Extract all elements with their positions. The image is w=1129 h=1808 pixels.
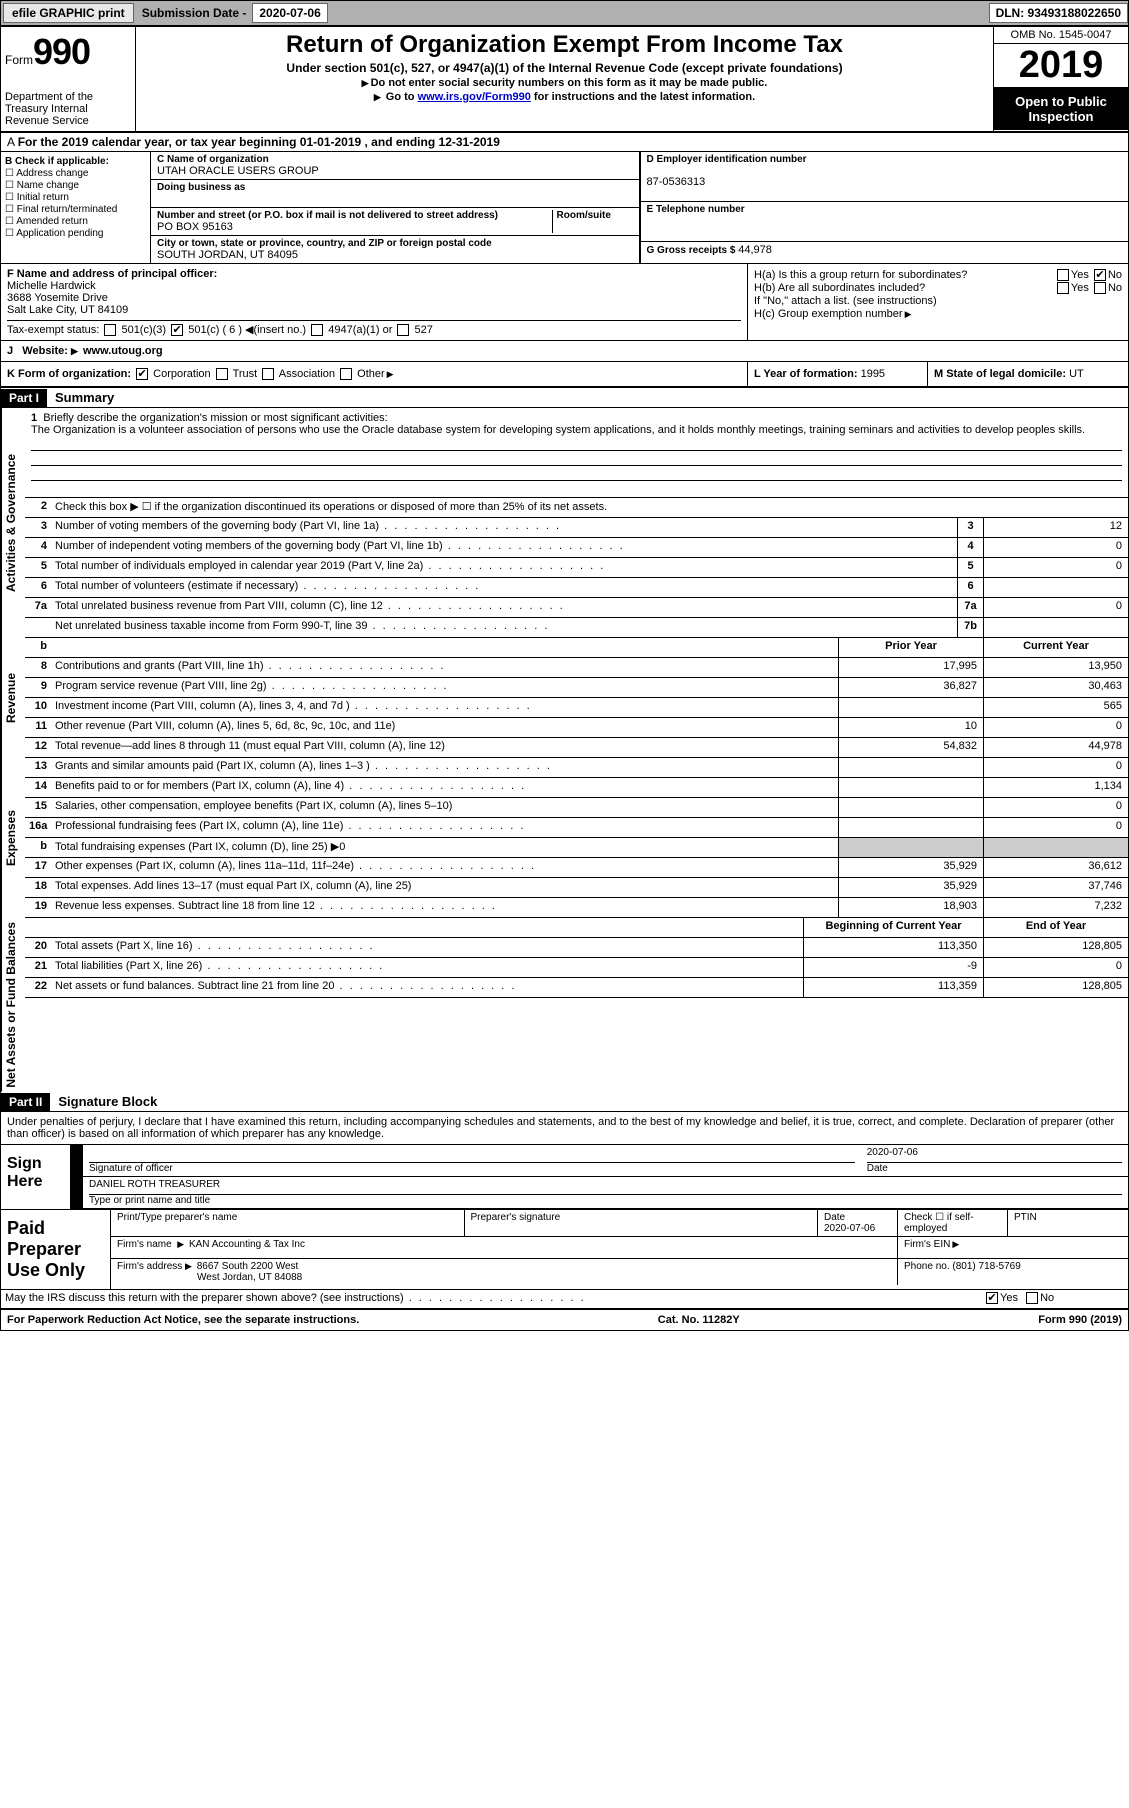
officer-addr2: Salt Lake City, UT 84109	[7, 304, 741, 316]
cb-501c3[interactable]	[104, 324, 116, 336]
cb-corp[interactable]	[136, 368, 148, 380]
top-bar: efile GRAPHIC print Submission Date - 20…	[0, 0, 1129, 26]
hdr-end: End of Year	[983, 918, 1128, 937]
note-2: Go to www.irs.gov/Form990 for instructio…	[142, 91, 987, 103]
section-b-to-g: B Check if applicable: ☐ Address change …	[1, 152, 1128, 264]
paid-preparer: Paid Preparer Use Only Print/Type prepar…	[1, 1209, 1128, 1289]
arrow-icon	[71, 1145, 83, 1176]
footer: For Paperwork Reduction Act Notice, see …	[1, 1309, 1128, 1330]
arrow-icon	[71, 1177, 83, 1208]
discuss-question: May the IRS discuss this return with the…	[1, 1290, 978, 1308]
paid-preparer-label: Paid Preparer Use Only	[1, 1210, 111, 1289]
form-990: Form990 Department of the Treasury Inter…	[0, 26, 1129, 1331]
website[interactable]: www.utoug.org	[83, 345, 163, 357]
header-title: Return of Organization Exempt From Incom…	[136, 27, 993, 131]
cb-527[interactable]	[397, 324, 409, 336]
col-l: L Year of formation: 1995	[748, 362, 928, 386]
officer-addr1: 3688 Yosemite Drive	[7, 292, 741, 304]
page: efile GRAPHIC print Submission Date - 20…	[0, 0, 1129, 1331]
line-1: 1 Briefly describe the organization's mi…	[25, 408, 1128, 498]
org-name: UTAH ORACLE USERS GROUP	[157, 165, 319, 177]
row-j: J Website: www.utoug.org	[1, 341, 1128, 362]
sign-here: Sign Here Signature of officer 2020-07-0…	[1, 1144, 1128, 1209]
hdr-prior: Prior Year	[838, 638, 983, 657]
cb-4947[interactable]	[311, 324, 323, 336]
row-klm: K Form of organization: Corporation Trus…	[1, 362, 1128, 388]
line-2: Check this box ▶ ☐ if the organization d…	[51, 498, 1128, 517]
irs-link[interactable]: www.irs.gov/Form990	[418, 91, 531, 103]
org-city: SOUTH JORDAN, UT 84095	[157, 249, 298, 261]
discuss-yes[interactable]	[986, 1292, 998, 1304]
cb-address-change[interactable]: ☐ Address change	[5, 168, 146, 179]
side-activities: Activities & Governance	[1, 408, 25, 638]
cb-amended[interactable]: ☐ Amended return	[5, 216, 146, 227]
row-f-h: F Name and address of principal officer:…	[1, 264, 1128, 341]
side-net-assets: Net Assets or Fund Balances	[1, 918, 25, 1092]
dln: DLN: 93493188022650	[989, 3, 1128, 23]
col-h: H(a) Is this a group return for subordin…	[748, 264, 1128, 340]
firm-name: KAN Accounting & Tax Inc	[189, 1239, 305, 1250]
part-i-header: Part ISummary	[1, 388, 1128, 408]
cb-other[interactable]	[340, 368, 352, 380]
paperwork-notice: For Paperwork Reduction Act Notice, see …	[7, 1314, 359, 1326]
gross-receipts: 44,978	[738, 244, 772, 256]
firm-addr: 8667 South 2200 West	[197, 1261, 299, 1272]
cat-no: Cat. No. 11282Y	[658, 1314, 740, 1326]
line-3-text: Number of voting members of the governin…	[51, 518, 957, 537]
sign-here-label: Sign Here	[1, 1145, 71, 1209]
cb-501c[interactable]	[171, 324, 183, 336]
submission-label: Submission Date -	[136, 4, 253, 22]
sig-date: 2020-07-06	[867, 1147, 1122, 1163]
hb-yes[interactable]	[1057, 282, 1069, 294]
prep-date: 2020-07-06	[824, 1223, 875, 1234]
hb-no[interactable]	[1094, 282, 1106, 294]
hdr-current: Current Year	[983, 638, 1128, 657]
ha-yes[interactable]	[1057, 269, 1069, 281]
part-ii-header: Part IISignature Block	[1, 1092, 1128, 1112]
officer-name: Michelle Hardwick	[7, 280, 741, 292]
row-a: A For the 2019 calendar year, or tax yea…	[1, 133, 1128, 152]
discuss-no[interactable]	[1026, 1292, 1038, 1304]
cb-trust[interactable]	[216, 368, 228, 380]
cb-assoc[interactable]	[262, 368, 274, 380]
form-subtitle: Under section 501(c), 527, or 4947(a)(1)…	[142, 61, 987, 75]
cb-initial-return[interactable]: ☐ Initial return	[5, 192, 146, 203]
col-b: B Check if applicable: ☐ Address change …	[1, 152, 151, 263]
department: Department of the Treasury Internal Reve…	[5, 91, 131, 127]
side-revenue: Revenue	[1, 638, 25, 758]
signature-declaration: Under penalties of perjury, I declare th…	[1, 1112, 1128, 1144]
submission-date: 2020-07-06	[252, 3, 327, 23]
form-header: Form990 Department of the Treasury Inter…	[1, 27, 1128, 133]
form-number: Form990	[5, 31, 131, 73]
line-3-val: 12	[983, 518, 1128, 537]
form-title: Return of Organization Exempt From Incom…	[142, 31, 987, 59]
header-left: Form990 Department of the Treasury Inter…	[1, 27, 136, 131]
col-f: F Name and address of principal officer:…	[1, 264, 748, 340]
col-deg: D Employer identification number87-05363…	[640, 152, 1129, 263]
cb-final-return[interactable]: ☐ Final return/terminated	[5, 204, 146, 215]
part-i-body: Activities & Governance 1 Briefly descri…	[1, 408, 1128, 638]
officer-print: DANIEL ROTH TREASURER	[89, 1179, 1122, 1195]
ha-no[interactable]	[1094, 269, 1106, 281]
mission-text: The Organization is a volunteer associat…	[31, 424, 1085, 436]
col-k: K Form of organization: Corporation Trus…	[1, 362, 748, 386]
form-id: Form 990 (2019)	[1038, 1314, 1122, 1326]
ein: 87-0536313	[647, 176, 706, 188]
hdr-beginning: Beginning of Current Year	[803, 918, 983, 937]
efile-button[interactable]: efile GRAPHIC print	[3, 3, 134, 23]
open-inspection: Open to Public Inspection	[994, 88, 1128, 130]
cb-pending[interactable]: ☐ Application pending	[5, 228, 146, 239]
col-m: M State of legal domicile: UT	[928, 362, 1128, 386]
header-right: OMB No. 1545-0047 2019 Open to Public In…	[993, 27, 1128, 131]
org-address: PO BOX 95163	[157, 221, 233, 233]
side-expenses: Expenses	[1, 758, 25, 918]
firm-phone: (801) 718-5769	[952, 1261, 1020, 1272]
note-1: Do not enter social security numbers on …	[142, 77, 987, 89]
col-c: C Name of organizationUTAH ORACLE USERS …	[151, 152, 1128, 263]
omb-number: OMB No. 1545-0047	[994, 27, 1128, 44]
tax-year: 2019	[994, 44, 1128, 88]
cb-name-change[interactable]: ☐ Name change	[5, 180, 146, 191]
